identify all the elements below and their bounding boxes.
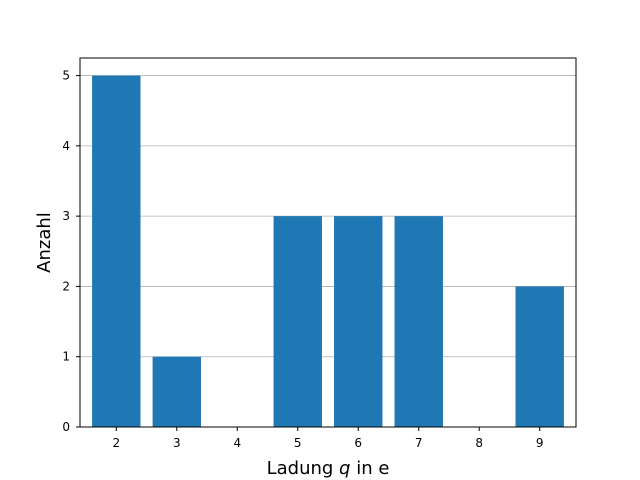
bars [92, 75, 564, 428]
x-tick-label: 9 [536, 436, 544, 450]
y-tick-label: 0 [62, 420, 70, 434]
y-axis-title: Anzahl [34, 212, 55, 273]
bar [92, 75, 141, 428]
x-axis-ticks: 2 3 4 5 6 7 8 9 [112, 427, 544, 450]
y-tick-label: 4 [62, 139, 70, 153]
bar [394, 216, 443, 427]
y-tick-label: 3 [62, 209, 70, 223]
y-axis-ticks: 0 1 2 3 4 5 [62, 69, 80, 434]
x-tick-label: 5 [294, 436, 302, 450]
y-tick-label: 2 [62, 279, 70, 293]
bar [273, 216, 322, 427]
x-tick-label: 7 [415, 436, 423, 450]
x-tick-label: 4 [233, 436, 241, 450]
x-axis-title-variable: q [339, 458, 350, 479]
x-axis-title-prefix: Ladung [267, 458, 339, 479]
plot-frame [79, 57, 577, 428]
bar [334, 216, 383, 427]
x-tick-label: 8 [475, 436, 483, 450]
bar [515, 286, 564, 427]
x-tick-label: 2 [112, 436, 120, 450]
x-tick-label: 6 [354, 436, 362, 450]
y-tick-label: 5 [62, 69, 70, 83]
bar [152, 356, 201, 427]
x-axis-title-suffix: in e [350, 458, 389, 479]
x-tick-label: 3 [173, 436, 181, 450]
y-tick-label: 1 [62, 350, 70, 364]
x-axis-title: Ladung q in e [267, 458, 390, 479]
